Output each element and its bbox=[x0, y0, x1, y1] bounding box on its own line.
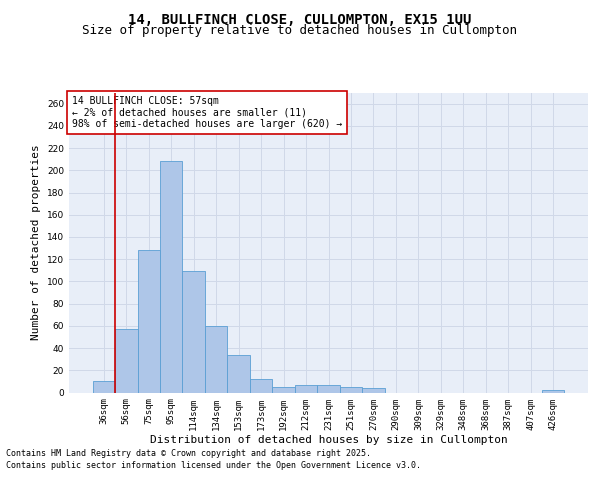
Bar bbox=[92, 382, 115, 392]
Bar bbox=[340, 387, 362, 392]
X-axis label: Distribution of detached houses by size in Cullompton: Distribution of detached houses by size … bbox=[149, 435, 508, 445]
Text: Size of property relative to detached houses in Cullompton: Size of property relative to detached ho… bbox=[83, 24, 517, 37]
Bar bbox=[115, 329, 137, 392]
Bar bbox=[160, 162, 182, 392]
Bar bbox=[362, 388, 385, 392]
Bar bbox=[317, 384, 340, 392]
Text: Contains HM Land Registry data © Crown copyright and database right 2025.: Contains HM Land Registry data © Crown c… bbox=[6, 448, 371, 458]
Bar bbox=[227, 354, 250, 393]
Bar bbox=[137, 250, 160, 392]
Text: Contains public sector information licensed under the Open Government Licence v3: Contains public sector information licen… bbox=[6, 461, 421, 470]
Bar bbox=[205, 326, 227, 392]
Bar bbox=[542, 390, 565, 392]
Bar bbox=[250, 379, 272, 392]
Bar bbox=[182, 272, 205, 392]
Bar bbox=[295, 384, 317, 392]
Text: 14, BULLFINCH CLOSE, CULLOMPTON, EX15 1UU: 14, BULLFINCH CLOSE, CULLOMPTON, EX15 1U… bbox=[128, 12, 472, 26]
Bar bbox=[272, 387, 295, 392]
Y-axis label: Number of detached properties: Number of detached properties bbox=[31, 144, 41, 340]
Text: 14 BULLFINCH CLOSE: 57sqm
← 2% of detached houses are smaller (11)
98% of semi-d: 14 BULLFINCH CLOSE: 57sqm ← 2% of detach… bbox=[71, 96, 342, 128]
